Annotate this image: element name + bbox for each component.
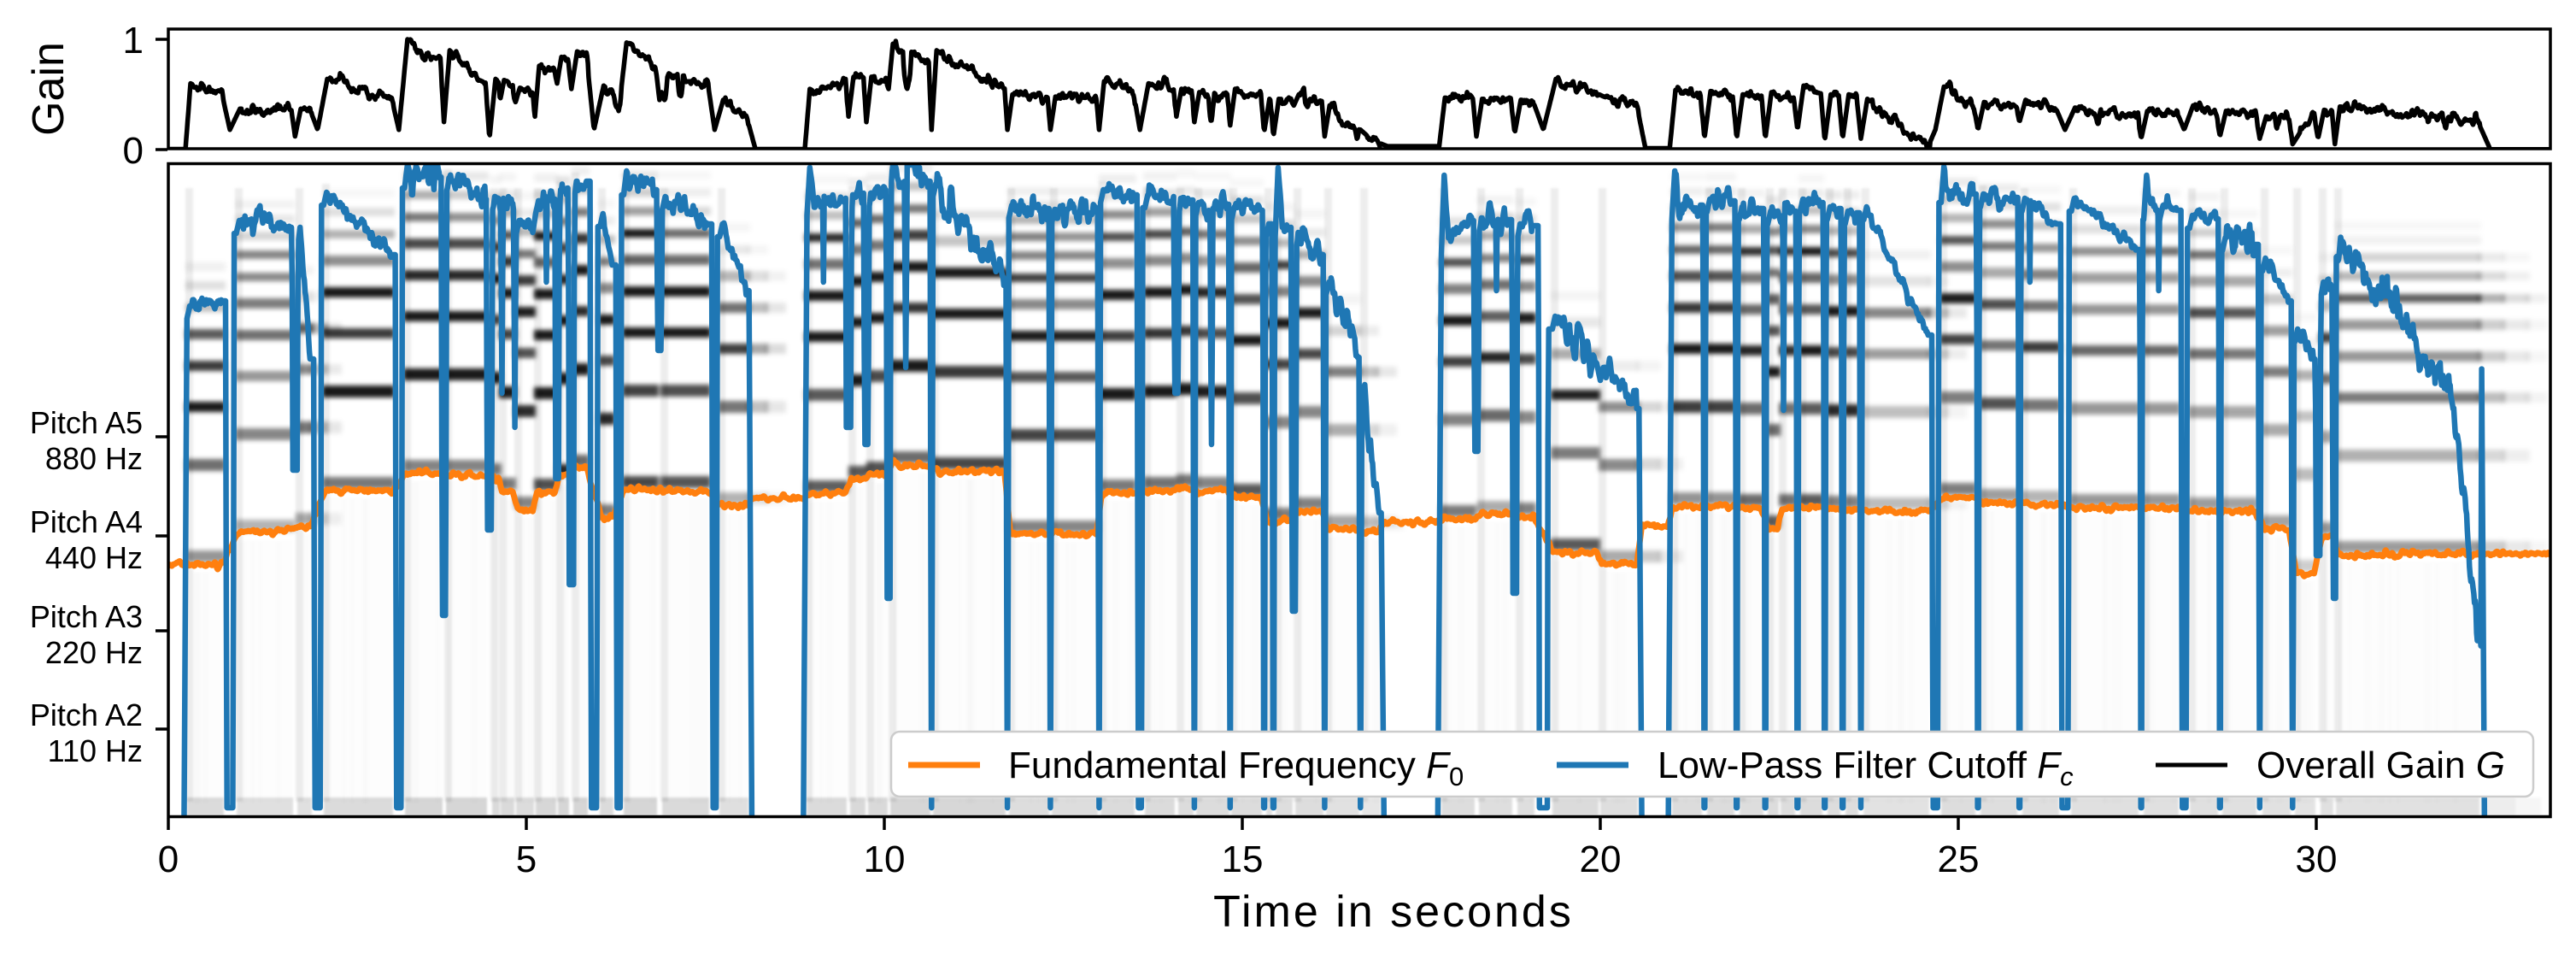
svg-text:Pitch A3: Pitch A3 bbox=[30, 599, 143, 634]
svg-text:110 Hz: 110 Hz bbox=[48, 733, 143, 768]
svg-text:880 Hz: 880 Hz bbox=[45, 441, 143, 476]
svg-text:10: 10 bbox=[864, 838, 906, 880]
svg-text:Pitch A5: Pitch A5 bbox=[30, 405, 143, 440]
svg-text:440 Hz: 440 Hz bbox=[45, 540, 143, 575]
svg-text:30: 30 bbox=[2296, 838, 2338, 880]
svg-text:25: 25 bbox=[1938, 838, 1980, 880]
svg-text:Pitch A4: Pitch A4 bbox=[30, 504, 143, 539]
svg-text:0: 0 bbox=[158, 838, 179, 880]
svg-text:Overall Gain G: Overall Gain G bbox=[2256, 744, 2505, 786]
svg-text:0: 0 bbox=[123, 130, 144, 172]
svg-text:Fundamental Frequency F0: Fundamental Frequency F0 bbox=[1008, 744, 1464, 791]
svg-text:Low-Pass Filter Cutoff Fc: Low-Pass Filter Cutoff Fc bbox=[1658, 744, 2074, 791]
svg-text:20: 20 bbox=[1580, 838, 1622, 880]
svg-text:5: 5 bbox=[516, 838, 537, 880]
svg-text:1: 1 bbox=[123, 20, 144, 62]
svg-text:Time in seconds: Time in seconds bbox=[1213, 887, 1574, 937]
svg-text:220 Hz: 220 Hz bbox=[45, 635, 143, 670]
svg-text:Gain: Gain bbox=[24, 42, 73, 136]
svg-text:15: 15 bbox=[1222, 838, 1264, 880]
svg-text:Pitch A2: Pitch A2 bbox=[30, 697, 143, 732]
